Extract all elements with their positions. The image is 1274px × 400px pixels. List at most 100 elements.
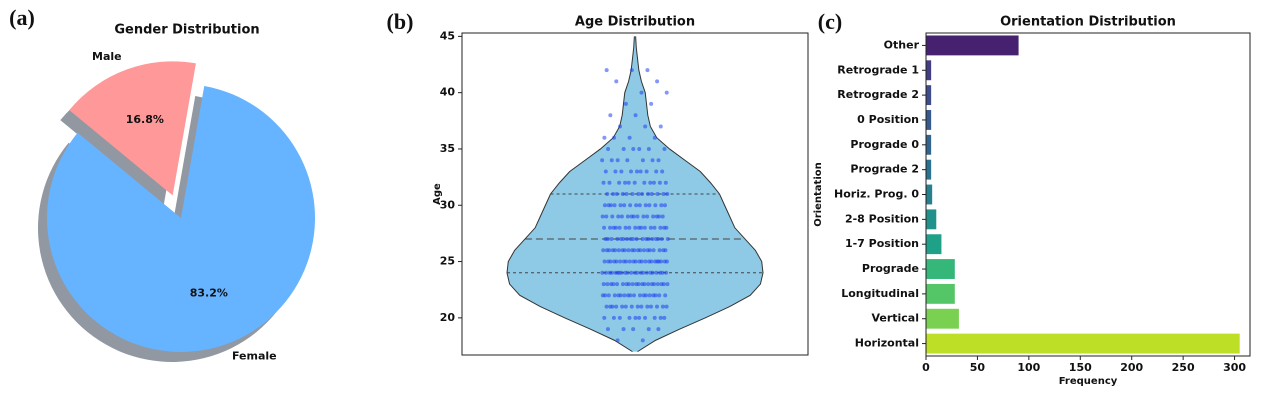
bar [926,184,933,205]
data-point [623,180,628,185]
data-point [604,214,609,219]
data-point [625,214,630,219]
y-tick-label: Retrograde 2 [837,88,919,101]
data-point [651,180,656,185]
data-point [652,225,657,230]
data-point [656,327,661,332]
data-point [637,315,642,320]
data-point [663,180,668,185]
data-point [619,270,624,275]
data-point [633,225,638,230]
data-point [628,293,633,298]
data-point [614,192,619,196]
data-point [665,282,670,287]
y-tick-label: 45 [440,29,455,42]
data-point [608,113,613,118]
bar [926,85,932,106]
x-tick-label: 50 [970,361,986,374]
data-point [617,124,622,129]
data-point [635,270,640,275]
data-point [618,293,623,298]
data-point [609,270,614,275]
data-point [609,237,614,242]
data-point [633,315,638,320]
y-tick-label: Prograde [862,262,919,275]
bar [926,234,942,255]
data-point [620,282,625,287]
data-point [655,259,660,264]
panel-label: (c) [818,9,842,34]
data-point [616,248,621,253]
x-tick-label: 250 [1172,361,1195,374]
data-point [612,293,617,298]
data-point [605,327,610,332]
chart-title: Gender Distribution [114,23,259,38]
percent-label: 16.8% [126,113,164,126]
data-point [647,203,652,208]
data-point [643,259,648,264]
data-point [652,282,657,287]
data-point [605,192,610,196]
data-point [647,293,652,298]
y-tick-label: 40 [440,86,456,99]
data-point [602,135,607,140]
data-point [658,124,663,129]
data-point [604,68,609,73]
wedge-label: Female [232,349,277,362]
data-point [638,169,643,174]
data-point [600,214,605,219]
bar [926,333,1240,354]
data-point [611,315,616,320]
data-point [619,214,624,219]
y-axis-label: Age [432,183,443,205]
data-point [655,192,660,196]
x-tick-label: 0 [922,361,930,374]
data-point [645,192,650,196]
data-point [617,180,622,185]
data-point [614,259,619,264]
data-point [631,146,636,151]
data-point [623,304,628,309]
data-point [629,169,634,174]
data-point [600,158,605,163]
data-point [629,68,634,73]
data-point [663,248,668,253]
data-point [635,304,640,309]
data-point [618,203,623,208]
data-point [630,237,635,242]
data-point [618,259,623,264]
data-point [662,315,667,320]
data-point [632,248,637,253]
data-point [605,237,610,242]
data-point [660,270,665,275]
data-point [659,203,664,208]
data-point [602,225,607,230]
data-point [605,282,610,287]
data-point [645,68,650,73]
data-point [643,315,648,320]
data-point [662,146,667,151]
y-tick-label: 2-8 Position [845,212,919,225]
wedge-label: Male [92,50,122,63]
data-point [621,237,626,242]
data-point [661,192,666,196]
data-point [652,315,657,320]
data-point [649,259,654,264]
data-point [616,214,621,219]
data-point [643,293,648,298]
data-point [604,304,609,309]
data-point [646,237,651,242]
data-point [634,237,639,242]
y-tick-label: Prograde 0 [850,138,919,151]
data-point [638,248,643,253]
panel-label: (b) [387,9,414,34]
data-point [612,203,617,208]
x-tick-label: 300 [1223,361,1246,374]
data-point [659,237,664,242]
data-point [613,248,618,253]
y-axis-label: Orientation [813,162,824,227]
data-point [641,270,646,275]
data-point [626,248,631,253]
data-point [661,282,666,287]
data-point [640,237,645,242]
